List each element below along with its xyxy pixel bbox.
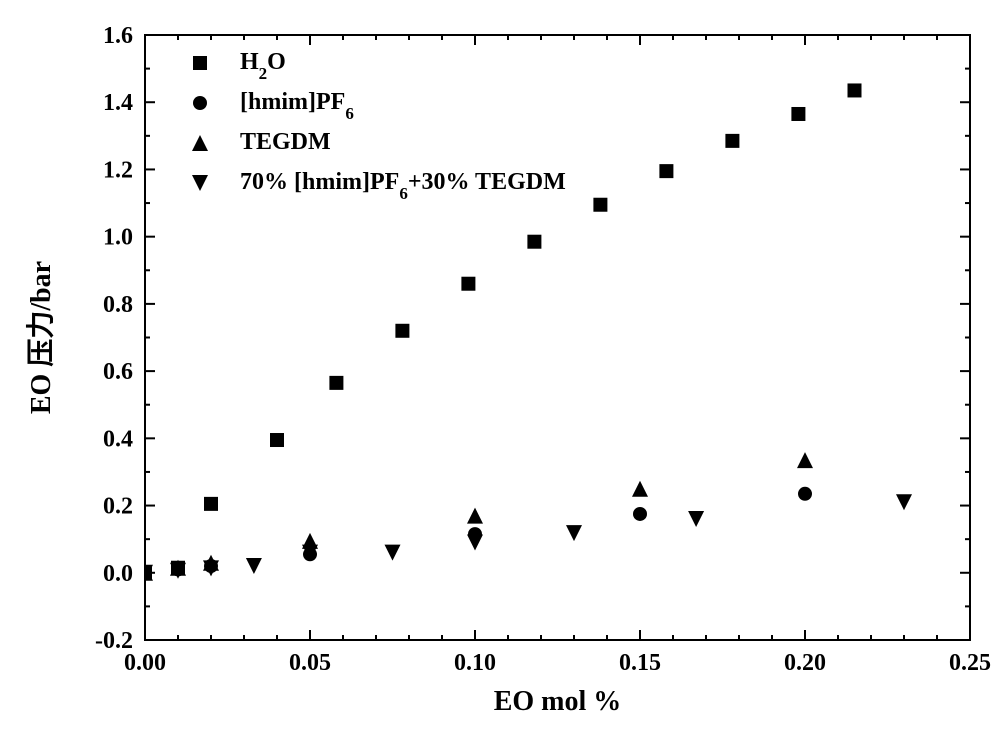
marker-h2o: [527, 235, 541, 249]
legend: H2O [hmim]PF6 TEGDM 70% [hmim]PF6+30% TEGDM: [192, 49, 566, 203]
y-tick-label: 0.0: [103, 561, 133, 587]
marker-tegdm: [632, 481, 648, 497]
x-axis-label: EO mol %: [494, 686, 622, 717]
legend-marker-h2o: [193, 56, 207, 70]
marker-tegdm: [797, 452, 813, 468]
marker-h2o: [395, 324, 409, 338]
marker-h2o: [593, 198, 607, 212]
y-tick-label: 1.6: [103, 23, 133, 49]
marker-h2o: [848, 83, 862, 97]
y-tick-label: -0.2: [95, 628, 133, 654]
marker-h2o: [791, 107, 805, 121]
marker-mix: [688, 511, 704, 527]
legend-marker-tegdm: [192, 135, 208, 151]
legend-marker-hmim: [193, 96, 207, 110]
plot-frame: [145, 35, 970, 640]
marker-h2o: [659, 164, 673, 178]
series-group: [137, 83, 912, 580]
marker-mix: [566, 525, 582, 541]
legend-label-h2o: H2O: [240, 49, 286, 83]
legend-label-tegdm: TEGDM: [240, 129, 331, 155]
y-tick-label: 0.2: [103, 494, 133, 520]
x-tick-label: 0.05: [289, 650, 331, 676]
marker-mix: [385, 545, 401, 561]
marker-h2o: [270, 433, 284, 447]
marker-tegdm: [467, 508, 483, 524]
marker-h2o: [461, 277, 475, 291]
legend-label-hmim: [hmim]PF6: [240, 89, 354, 123]
legend-marker-mix: [192, 175, 208, 191]
x-tick-label: 0.10: [454, 650, 496, 676]
marker-h2o: [329, 376, 343, 390]
x-tick-label: 0.15: [619, 650, 661, 676]
chart-container: 0.000.050.100.150.200.25-0.20.00.20.40.6…: [0, 0, 1000, 746]
y-axis-label: EO 压力/bar: [25, 261, 57, 414]
x-tick-label: 0.25: [949, 650, 991, 676]
marker-mix: [467, 535, 483, 551]
y-tick-label: 1.4: [103, 90, 133, 116]
marker-mix: [246, 558, 262, 574]
y-tick-label: 1.0: [103, 225, 133, 251]
marker-mix: [896, 494, 912, 510]
y-tick-label: 0.4: [103, 426, 133, 452]
marker-hmim: [798, 487, 812, 501]
chart-svg: 0.000.050.100.150.200.25-0.20.00.20.40.6…: [0, 0, 1000, 746]
marker-h2o: [725, 134, 739, 148]
y-tick-label: 1.2: [103, 157, 133, 183]
marker-hmim: [633, 507, 647, 521]
y-tick-label: 0.6: [103, 359, 133, 385]
marker-h2o: [204, 497, 218, 511]
legend-label-mix: 70% [hmim]PF6+30% TEGDM: [240, 169, 566, 203]
y-tick-label: 0.8: [103, 292, 133, 318]
x-tick-label: 0.20: [784, 650, 826, 676]
